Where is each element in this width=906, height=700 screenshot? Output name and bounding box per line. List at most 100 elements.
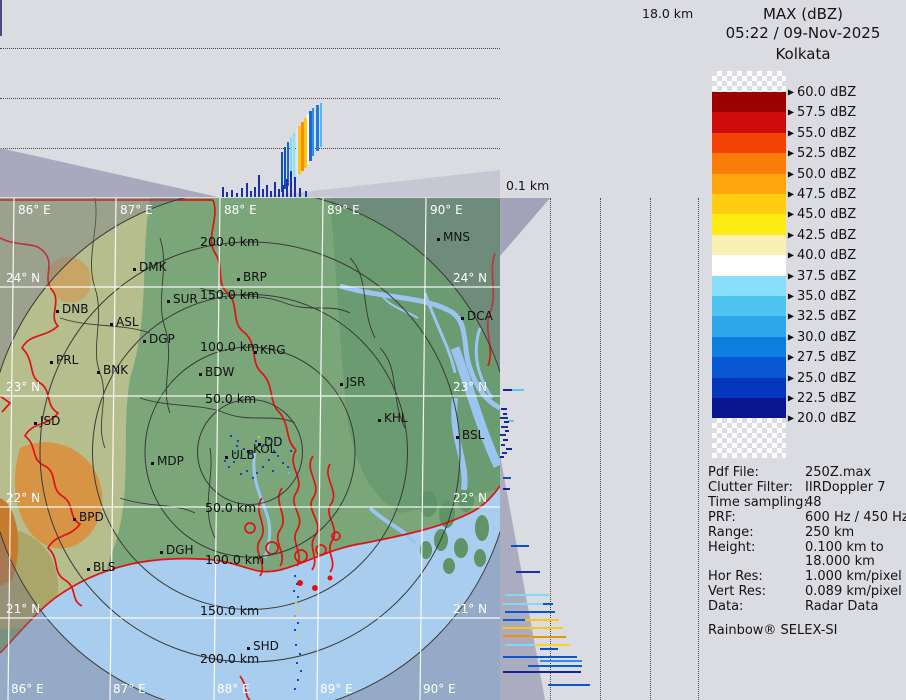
echo-column — [316, 105, 319, 151]
metadata-value: 18.000 km — [805, 555, 875, 570]
scale-arrow-icon: ▶ — [788, 394, 794, 403]
radar-echo-pixel — [237, 440, 239, 442]
metadata-value: 600 Hz / 450 Hz — [805, 511, 906, 526]
radar-echo-pixel — [290, 450, 292, 452]
echo-row — [525, 619, 559, 621]
dbz-swatch — [712, 112, 786, 132]
echo-row — [543, 603, 553, 605]
radar-echo-pixel — [298, 609, 300, 611]
echo-spike — [222, 187, 224, 197]
city-label-dgh: DGH — [166, 543, 194, 557]
dbz-swatch — [712, 153, 786, 173]
longitude-label: 89° E — [320, 682, 353, 696]
dbz-scale-label: ▶45.0 dBZ — [786, 207, 856, 222]
radar-display-window: 18.0 km 0.1 km — [0, 0, 906, 700]
metadata-row: 18.000 km — [708, 555, 904, 570]
echo-row — [506, 448, 512, 450]
radar-echo-pixel — [297, 679, 299, 681]
radar-echo-pixel — [296, 583, 298, 585]
dbz-swatch — [712, 174, 786, 194]
radar-echo-pixel — [230, 435, 232, 437]
echo-row — [535, 644, 570, 646]
dbz-swatch — [712, 357, 786, 377]
city-label-dnb: DNB — [62, 302, 88, 316]
radar-echo-pixel — [287, 466, 289, 468]
latitude-label: 23° N — [6, 380, 40, 394]
radar-echo-pixel — [299, 653, 301, 655]
metadata-row: Data:Radar Data — [708, 600, 904, 615]
echo-column — [293, 133, 295, 179]
echo-column — [312, 108, 314, 156]
dbz-swatch — [712, 296, 786, 316]
echo-spike — [270, 191, 272, 197]
echo-spike — [226, 192, 228, 197]
metadata-key: Range: — [708, 526, 805, 541]
city-label-sur: SUR — [173, 292, 198, 306]
city-dot — [247, 647, 250, 650]
echo-row — [505, 594, 549, 596]
radar-echo-pixel — [280, 440, 282, 442]
software-brand: Rainbow® SELEX-SI — [708, 623, 904, 638]
echo-spike — [250, 191, 252, 197]
city-label-krg: KRG — [260, 343, 286, 357]
city-label-jsr: JSR — [346, 375, 366, 389]
dbz-scale-label: ▶22.5 dBZ — [786, 391, 856, 406]
metadata-value: 1.000 km/pixel — [805, 570, 902, 585]
city-label-mns: MNS — [443, 230, 470, 244]
radar-echo-pixel — [268, 438, 270, 440]
metadata-key: Vert Res: — [708, 585, 805, 600]
range-ring-label: 50.0 km — [205, 500, 256, 515]
echo-row — [500, 417, 508, 419]
dbz-scale-label: ▶40.0 dBZ — [786, 248, 856, 263]
echo-row — [505, 611, 555, 613]
range-ring-label: 100.0 km — [200, 339, 259, 354]
radar-echo-pixel — [224, 460, 226, 462]
radar-echo-pixel — [228, 466, 230, 468]
metadata-value: 0.100 km to — [805, 541, 884, 556]
metadata-key: Hor Res: — [708, 570, 805, 585]
radar-echo-pixel — [297, 596, 299, 598]
radar-echo-pixel — [288, 472, 290, 474]
echo-row — [503, 477, 511, 479]
echo-row — [503, 389, 512, 391]
radar-echo-pixel — [294, 575, 296, 577]
radar-echo-pixel — [268, 459, 270, 461]
scale-arrow-icon: ▶ — [788, 414, 794, 423]
metadata-row: Clutter Filter:IIRDoppler 7 — [708, 481, 904, 496]
longitude-label: 88° E — [224, 203, 257, 217]
dbz-scale-label: ▶20.0 dBZ — [786, 411, 856, 426]
metadata-value: 48 — [805, 496, 822, 511]
longitude-label: 87° E — [120, 203, 153, 217]
echo-row — [501, 408, 507, 410]
station-name: Kolkata — [700, 45, 906, 63]
range-ring-label: 150.0 km — [200, 287, 259, 302]
echo-spike — [236, 193, 238, 197]
echo-row — [503, 413, 507, 415]
echo-row — [503, 619, 525, 621]
echo-row — [501, 426, 508, 428]
scale-arrow-icon: ▶ — [788, 373, 794, 382]
echo-spike — [286, 179, 288, 197]
dbz-scale-label: ▶47.5 dBZ — [786, 187, 856, 202]
dbz-swatch — [712, 235, 786, 255]
echo-column — [320, 103, 322, 147]
metadata-row: Vert Res:0.089 km/pixel — [708, 585, 904, 600]
dbz-scale-label: ▶32.5 dBZ — [786, 309, 856, 324]
city-label-dgp: DGP — [149, 332, 175, 346]
city-dot — [456, 436, 459, 439]
echo-row — [503, 635, 531, 637]
radar-echo-pixel — [282, 462, 284, 464]
city-dot — [461, 317, 464, 320]
echo-row — [532, 636, 566, 638]
scale-arrow-icon: ▶ — [788, 149, 794, 158]
metadata-value: 0.089 km/pixel — [805, 585, 902, 600]
height-axis-max-label: 18.0 km — [642, 6, 693, 21]
height-axis-min-label: 0.1 km — [506, 178, 549, 193]
dbz-swatch — [712, 337, 786, 357]
radar-echo-pixel — [272, 470, 274, 472]
scale-arrow-icon: ▶ — [788, 210, 794, 219]
city-dot — [143, 340, 146, 343]
longitude-label: 90° E — [423, 682, 456, 696]
echo-spike — [305, 191, 307, 197]
longitude-label: 89° E — [327, 203, 360, 217]
